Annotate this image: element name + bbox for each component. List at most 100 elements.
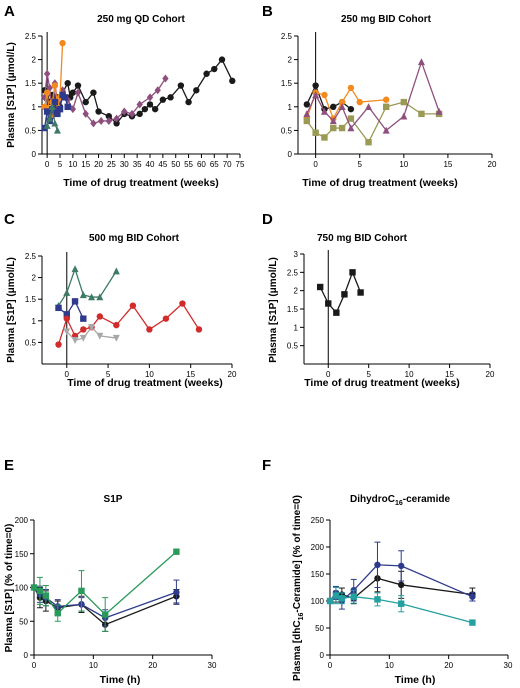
data-point bbox=[43, 108, 51, 115]
data-point bbox=[398, 600, 405, 607]
x-tick-label: 70 bbox=[223, 160, 232, 169]
x-tick-label: 50 bbox=[171, 160, 180, 169]
data-point bbox=[63, 311, 70, 318]
data-point bbox=[43, 89, 51, 96]
y-tick-label: 2.5 bbox=[25, 252, 37, 261]
data-point bbox=[338, 103, 346, 110]
data-point bbox=[79, 291, 87, 299]
x-tick-label: 20 bbox=[444, 661, 453, 670]
data-point bbox=[48, 103, 56, 110]
series bbox=[303, 58, 443, 134]
data-point bbox=[173, 548, 180, 555]
panel-title: S1P bbox=[104, 494, 123, 505]
x-tick-label: 55 bbox=[184, 160, 193, 169]
data-point bbox=[193, 87, 200, 94]
data-point bbox=[417, 58, 425, 66]
y-axis-label: Plasma [dhC16-Ceramide] (% of time=0) bbox=[292, 495, 305, 681]
y-tick-label: 2.5 bbox=[25, 32, 37, 41]
data-point bbox=[179, 300, 186, 307]
data-point bbox=[82, 98, 89, 106]
x-tick-label: 0 bbox=[313, 160, 318, 169]
y-tick-label: 1.5 bbox=[287, 305, 299, 314]
data-point bbox=[400, 98, 408, 106]
x-tick-label: 10 bbox=[399, 160, 408, 169]
series bbox=[43, 103, 61, 134]
x-axis-label: Time of drug treatment (weeks) bbox=[63, 177, 219, 189]
y-axis-label: Plasma [S1P] (% of time=0) bbox=[4, 524, 15, 653]
data-point bbox=[69, 89, 77, 96]
data-point bbox=[82, 109, 89, 118]
series bbox=[316, 269, 364, 316]
y-tick-label: 50 bbox=[315, 624, 324, 633]
x-tick-label: 20 bbox=[228, 370, 237, 379]
series bbox=[303, 98, 443, 146]
y-tick-label: 1 bbox=[294, 323, 299, 332]
data-point bbox=[374, 596, 381, 603]
panel-title: 250 mg QD Cohort bbox=[97, 14, 185, 25]
data-point bbox=[121, 107, 128, 116]
series bbox=[326, 587, 476, 626]
data-point bbox=[88, 293, 96, 301]
data-point bbox=[136, 110, 143, 118]
data-point bbox=[59, 86, 66, 95]
data-point bbox=[365, 103, 373, 110]
x-axis-label: Time of drug treatment (weeks) bbox=[302, 177, 458, 189]
y-tick-label: 1.5 bbox=[25, 79, 37, 88]
x-tick-label: 40 bbox=[146, 160, 155, 169]
data-point bbox=[90, 89, 97, 96]
y-tick-label: 100 bbox=[311, 597, 325, 606]
data-point bbox=[347, 124, 355, 132]
data-point bbox=[96, 332, 104, 340]
y-tick-label: 150 bbox=[311, 570, 325, 579]
data-point bbox=[43, 69, 51, 78]
x-tick-label: 10 bbox=[405, 370, 414, 379]
data-point bbox=[71, 265, 79, 273]
data-point bbox=[96, 293, 104, 301]
data-point bbox=[167, 94, 174, 101]
data-point bbox=[400, 112, 408, 120]
panel-label: F bbox=[262, 457, 271, 474]
data-point bbox=[80, 315, 87, 322]
panel-a: A 250 mg QD Cohort Time of drug treatmen… bbox=[4, 3, 245, 189]
data-point bbox=[105, 113, 113, 120]
y-tick-label: 1.5 bbox=[25, 295, 37, 304]
y-tick-label: 0 bbox=[24, 651, 29, 660]
data-point bbox=[303, 110, 311, 118]
data-point bbox=[96, 313, 104, 320]
y-tick-label: 0 bbox=[320, 651, 325, 660]
data-point bbox=[312, 91, 320, 99]
x-tick-label: 30 bbox=[504, 661, 513, 670]
x-tick-label: 5 bbox=[366, 370, 371, 379]
data-point bbox=[97, 116, 105, 125]
data-point bbox=[330, 124, 337, 132]
data-point bbox=[88, 324, 96, 331]
data-point bbox=[102, 611, 109, 618]
panel-label: E bbox=[4, 457, 14, 474]
data-point bbox=[146, 326, 153, 333]
x-tick-label: 0 bbox=[65, 370, 70, 379]
data-point bbox=[398, 581, 405, 588]
y-axis-label: Plasma [S1P] (μmol/L) bbox=[268, 257, 279, 363]
x-tick-label: 15 bbox=[186, 370, 195, 379]
x-tick-label: 5 bbox=[358, 160, 363, 169]
panel-title: DihydroC16-ceramide bbox=[350, 494, 450, 507]
x-tick-label: 20 bbox=[488, 160, 497, 169]
data-point bbox=[162, 74, 169, 83]
panel-f: F DihydroC16-ceramide Time (h) Plasma [d… bbox=[262, 457, 513, 686]
data-point bbox=[64, 103, 71, 110]
data-point bbox=[211, 65, 218, 73]
y-axis-label: Plasma [S1P] (μmol/L) bbox=[6, 257, 17, 363]
panel-label: A bbox=[4, 3, 15, 20]
data-point bbox=[79, 334, 87, 342]
data-point bbox=[146, 93, 154, 102]
panel-title: 250 mg BID Cohort bbox=[341, 14, 432, 25]
data-point bbox=[218, 56, 226, 63]
data-point bbox=[128, 109, 136, 118]
panel-c: C 500 mg BID Cohort Time of drug treatme… bbox=[4, 211, 237, 389]
data-point bbox=[129, 302, 137, 309]
data-point bbox=[112, 267, 120, 275]
x-axis-label: Time of drug treatment (weeks) bbox=[304, 377, 460, 389]
data-point bbox=[63, 328, 71, 336]
x-axis-label: Time (h) bbox=[395, 674, 436, 686]
data-point bbox=[151, 105, 159, 113]
